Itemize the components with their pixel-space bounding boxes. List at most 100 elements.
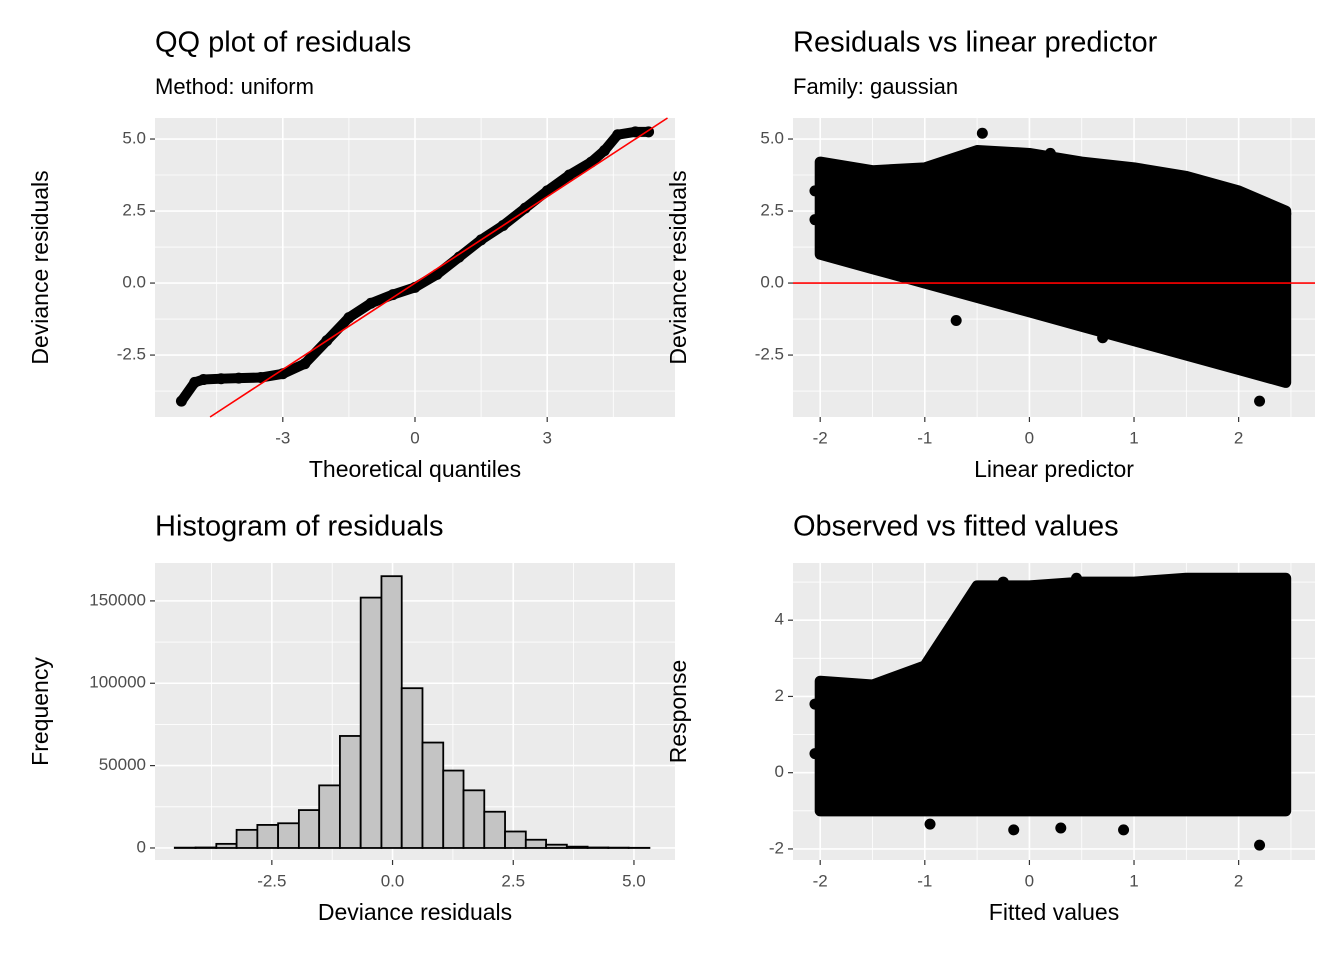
y-tick-label: 5.0 — [760, 129, 784, 148]
point — [846, 706, 858, 718]
y-tick-label: 2 — [775, 686, 784, 705]
histogram-bar — [235, 828, 259, 849]
point — [809, 698, 821, 710]
point — [585, 156, 597, 168]
point — [365, 297, 377, 309]
point — [809, 214, 821, 226]
histogram-bar — [339, 735, 362, 849]
histogram-bar — [297, 809, 321, 849]
point — [189, 376, 201, 388]
x-axis-title: Fitted values — [989, 899, 1119, 925]
point — [233, 372, 245, 384]
point — [453, 251, 465, 263]
point — [299, 358, 311, 370]
point — [809, 748, 821, 760]
histogram-bar — [380, 575, 403, 849]
x-tick-label: -1 — [917, 428, 932, 447]
point — [1097, 332, 1109, 344]
chart-subtitle: Family: gaussian — [793, 74, 958, 99]
chart-subtitle: Method: uniform — [155, 74, 314, 99]
x-tick-label: 1 — [1129, 428, 1138, 447]
x-tick-label: 0 — [410, 428, 419, 447]
point — [1050, 153, 1062, 165]
point — [175, 395, 187, 407]
histogram-bar — [421, 741, 445, 849]
y-tick-label: 0 — [137, 837, 146, 856]
point — [997, 576, 1009, 588]
point — [541, 185, 553, 197]
histogram-bar — [359, 596, 383, 849]
chart-title: Observed vs fitted values — [793, 511, 1119, 543]
x-axis-title: Theoretical quantiles — [309, 456, 521, 482]
point — [431, 268, 443, 280]
point — [215, 373, 227, 385]
x-axis-title: Linear predictor — [974, 456, 1134, 482]
point — [1070, 572, 1082, 584]
point — [1280, 208, 1292, 220]
point — [563, 169, 575, 181]
point — [519, 202, 531, 214]
x-tick-label: -2 — [813, 871, 828, 890]
point — [598, 145, 610, 157]
point — [887, 225, 899, 237]
point — [1254, 395, 1266, 407]
chart-title: QQ plot of residuals — [155, 27, 411, 59]
point-cloud — [814, 145, 1292, 388]
point — [976, 127, 988, 139]
histogram-bar — [483, 810, 506, 849]
y-tick-label: 0 — [775, 762, 784, 781]
x-tick-label: 0 — [1025, 428, 1034, 447]
histogram-bar — [504, 830, 527, 849]
histogram-bar — [215, 842, 238, 849]
y-tick-label: -2.5 — [755, 345, 784, 364]
chart-title: Residuals vs linear predictor — [793, 27, 1158, 59]
point — [1008, 824, 1020, 836]
point — [1254, 839, 1266, 851]
point — [387, 289, 399, 301]
x-tick-label: 0 — [1025, 871, 1034, 890]
y-tick-label: 0.0 — [760, 273, 784, 292]
x-tick-label: -1 — [917, 871, 932, 890]
x-tick-label: 2 — [1234, 871, 1243, 890]
point — [924, 818, 936, 830]
y-tick-label: 5.0 — [122, 129, 146, 148]
y-tick-label: 2.5 — [122, 201, 146, 220]
histogram-bar — [524, 838, 547, 849]
point — [255, 372, 267, 384]
x-tick-label: -3 — [275, 428, 290, 447]
x-tick-label: 5.0 — [622, 871, 646, 890]
y-tick-label: 4 — [775, 610, 784, 629]
x-tick-label: -2.5 — [257, 871, 286, 890]
x-tick-label: 2 — [1234, 428, 1243, 447]
point — [197, 374, 209, 386]
histogram-bar — [318, 784, 341, 849]
y-tick-label: 150000 — [89, 590, 146, 609]
histogram-bar — [545, 843, 568, 849]
histogram-bar — [400, 687, 424, 849]
histogram-bar — [565, 845, 589, 849]
point — [629, 126, 641, 138]
x-axis-title: Deviance residuals — [318, 899, 512, 925]
point — [809, 185, 821, 197]
point-cloud — [814, 572, 1292, 817]
point — [1055, 822, 1067, 834]
y-axis-title: Frequency — [27, 657, 53, 766]
point — [950, 315, 962, 327]
x-tick-label: 3 — [542, 428, 551, 447]
y-tick-label: 100000 — [89, 673, 146, 692]
point — [612, 129, 624, 141]
x-tick-label: 1 — [1129, 871, 1138, 890]
y-tick-label: -2 — [769, 838, 784, 857]
histogram-bar — [277, 822, 300, 849]
y-tick-label: 50000 — [99, 755, 146, 774]
histogram-bar — [462, 789, 486, 849]
chart-title: Histogram of residuals — [155, 511, 444, 543]
x-tick-label: 2.5 — [501, 871, 525, 890]
y-axis-title: Response — [665, 660, 691, 764]
y-tick-label: 0.0 — [122, 273, 146, 292]
reference-line — [209, 117, 668, 418]
x-tick-label: -2 — [813, 428, 828, 447]
histogram-bar — [442, 769, 465, 849]
histogram-bar — [256, 824, 280, 849]
y-tick-label: 2.5 — [760, 201, 784, 220]
